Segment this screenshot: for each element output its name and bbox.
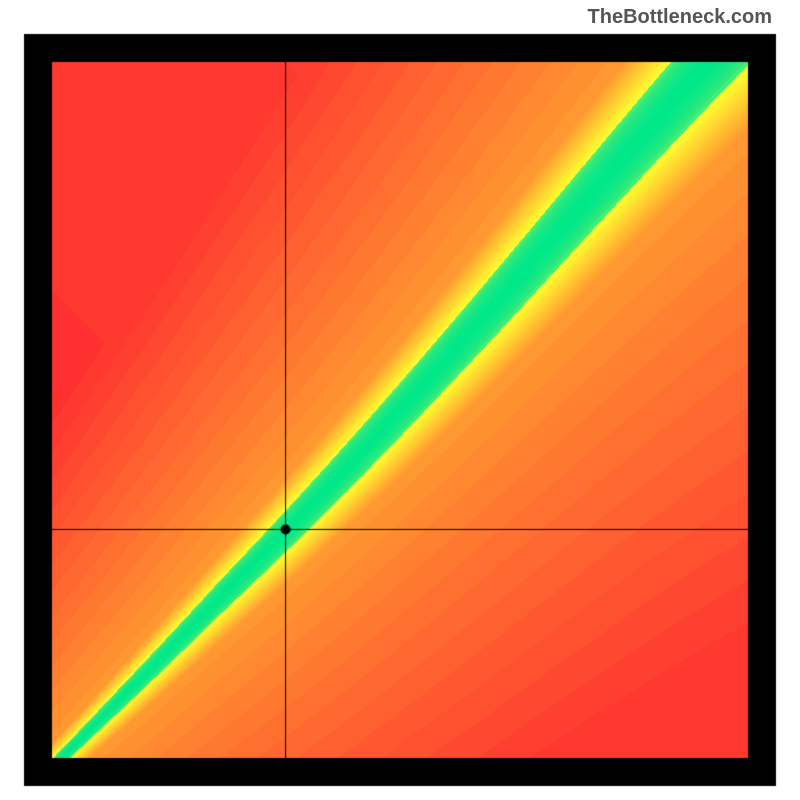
bottleneck-heatmap (0, 0, 800, 800)
watermark-text: TheBottleneck.com (588, 6, 772, 29)
